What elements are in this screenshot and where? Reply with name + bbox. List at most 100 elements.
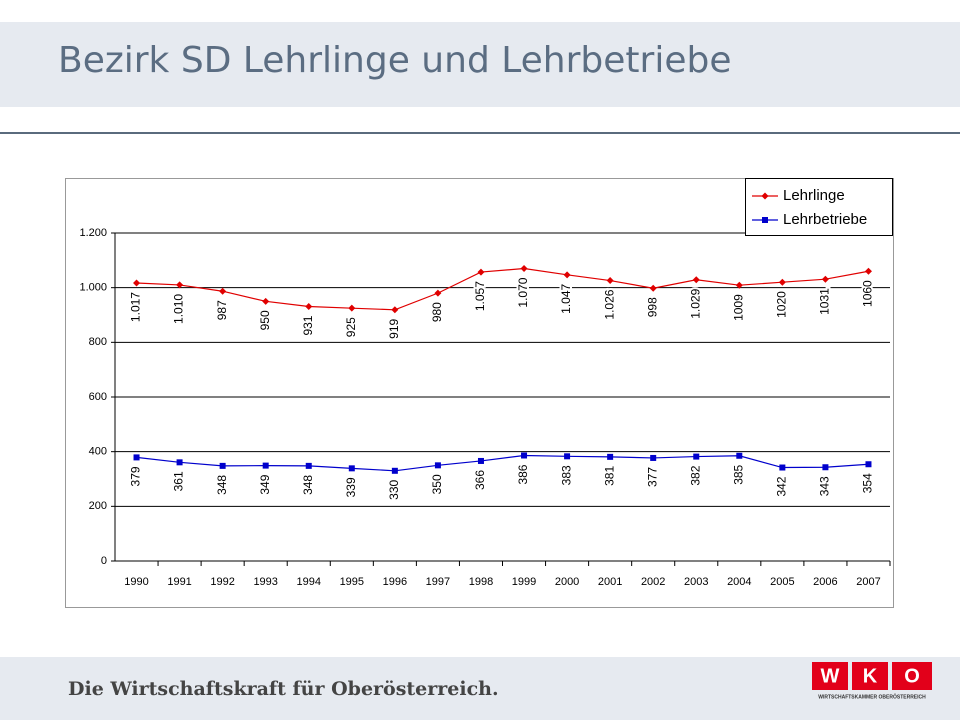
point — [822, 464, 829, 471]
data-label: 339 — [344, 477, 358, 497]
data-label: 1.029 — [688, 288, 702, 318]
y-tick-label: 800 — [89, 336, 107, 348]
data-label: 354 — [861, 473, 875, 493]
legend-label: Lehrbetriebe — [783, 211, 867, 228]
chart-frame — [65, 178, 894, 608]
y-tick-label: 1.200 — [79, 227, 107, 239]
data-label: 386 — [516, 464, 530, 484]
data-label: 987 — [215, 300, 229, 320]
data-label: 1020 — [775, 291, 789, 318]
footer-band — [0, 657, 960, 720]
logo-box — [892, 662, 932, 690]
slide-title: Bezirk SD Lehrlinge und Lehrbetriebe — [58, 40, 732, 81]
data-label: 343 — [818, 476, 832, 496]
point — [563, 271, 571, 279]
data-label: 342 — [775, 476, 789, 496]
legend-box — [745, 178, 893, 236]
point — [607, 453, 614, 460]
point — [692, 276, 700, 284]
data-label: 980 — [430, 302, 444, 322]
logo-box — [812, 662, 848, 690]
point — [693, 453, 700, 460]
logo-letter: W — [821, 665, 840, 687]
data-label: 1.057 — [473, 281, 487, 311]
point — [262, 462, 269, 469]
x-tick-label: 2002 — [641, 576, 665, 588]
data-label: 950 — [258, 310, 272, 330]
y-tick-label: 1.000 — [79, 282, 107, 294]
x-tick-label: 2001 — [598, 576, 622, 588]
point — [735, 281, 743, 289]
x-tick-label: 1993 — [253, 576, 277, 588]
header-band — [0, 22, 960, 107]
point — [176, 281, 184, 289]
point — [779, 464, 786, 471]
x-tick-label: 1990 — [124, 576, 148, 588]
data-label: 348 — [301, 475, 315, 495]
point — [262, 297, 270, 305]
x-tick-label: 2007 — [856, 576, 880, 588]
point — [865, 461, 872, 468]
x-tick-label: 1999 — [512, 576, 536, 588]
data-label: 361 — [172, 471, 186, 491]
point — [219, 462, 226, 469]
point — [434, 462, 441, 469]
point — [650, 454, 657, 461]
data-label: 379 — [129, 466, 143, 486]
x-tick-label: 1997 — [426, 576, 450, 588]
point — [305, 303, 313, 311]
legend: Lehrlinge Lehrbetriebe — [745, 178, 893, 236]
data-label: 330 — [387, 479, 401, 499]
x-tick-label: 2000 — [555, 576, 579, 588]
footer-tagline: Die Wirtschaftskraft für Oberösterreich. — [68, 678, 499, 700]
logo: W K O WIRTSCHAFTSKAMMER OBERÖSTERREICH — [812, 662, 932, 700]
x-tick-label: 2006 — [813, 576, 837, 588]
legend-label: Lehrlinge — [783, 187, 845, 204]
point — [348, 304, 356, 312]
x-tick-label: 1991 — [167, 576, 191, 588]
x-tick-label: 2003 — [684, 576, 708, 588]
logo-caption: WIRTSCHAFTSKAMMER OBERÖSTERREICH — [818, 693, 926, 700]
data-label: 1.047 — [559, 283, 573, 313]
point — [176, 459, 183, 466]
x-tick-label: 1994 — [297, 576, 321, 588]
data-label: 1009 — [731, 294, 745, 321]
logo-letter: K — [863, 665, 878, 687]
y-tick-label: 0 — [101, 555, 107, 567]
series-line — [136, 267, 869, 311]
point — [133, 454, 140, 461]
point — [133, 279, 141, 287]
point — [391, 467, 398, 474]
point — [736, 452, 743, 459]
point — [521, 452, 528, 459]
data-label: 919 — [387, 318, 401, 338]
data-label: 1060 — [861, 280, 875, 307]
data-label: 1.017 — [129, 292, 143, 322]
legend-marker — [762, 217, 768, 223]
x-tick-label: 1996 — [383, 576, 407, 588]
logo-letter: O — [904, 665, 920, 687]
data-label: 382 — [688, 465, 702, 485]
data-label: 348 — [215, 475, 229, 495]
data-label: 925 — [344, 317, 358, 337]
point — [864, 267, 872, 275]
data-label: 1.026 — [602, 289, 616, 319]
x-tick-label: 1995 — [340, 576, 364, 588]
point — [778, 278, 786, 286]
x-tick-label: 2004 — [727, 576, 751, 588]
y-tick-label: 200 — [89, 500, 107, 512]
data-label: 1031 — [818, 288, 832, 315]
point — [520, 265, 528, 273]
plot: 0 200 400 600 800 1.000 1.200 1990 1991 1992 1993 1… — [79, 178, 893, 588]
legend-marker — [761, 192, 769, 200]
data-label: 350 — [430, 474, 444, 494]
point — [477, 268, 485, 276]
data-label: 385 — [731, 464, 745, 484]
y-tick-label: 600 — [89, 391, 107, 403]
data-label: 381 — [602, 466, 616, 486]
data-label: 1.010 — [172, 294, 186, 324]
point — [649, 284, 657, 292]
point — [305, 462, 312, 469]
data-label: 931 — [301, 315, 315, 335]
